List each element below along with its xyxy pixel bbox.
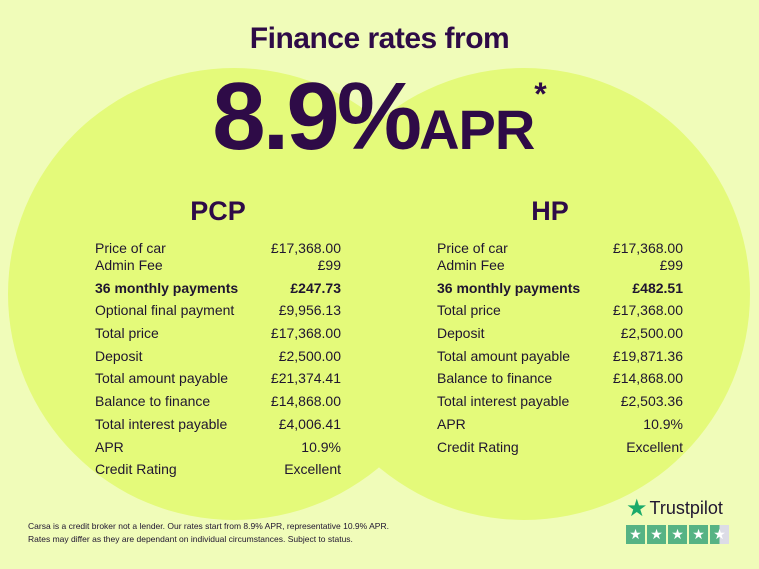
rate-unit: APR — [419, 98, 535, 161]
trustpilot-rating: ★ ★ ★ ★ ★ — [626, 525, 730, 544]
disclaimer-line: Rates may differ as they are dependant o… — [28, 534, 353, 544]
rating-star-icon: ★ — [647, 525, 666, 544]
row-label: Credit Rating — [437, 438, 519, 455]
table-row: Price of car £17,368.00 — [95, 239, 341, 256]
row-label: 36 monthly payments — [95, 279, 239, 296]
table-row: Optional final payment £9,956.13 — [95, 301, 341, 324]
row-label: Deposit — [95, 347, 143, 364]
hp-title: HP — [531, 196, 569, 226]
row-label: Price of car — [95, 240, 166, 256]
table-row: Credit Rating Excellent — [95, 460, 341, 483]
row-value: £14,868.00 — [612, 370, 683, 387]
row-label: Admin Fee — [437, 257, 505, 273]
hp-table: Price of car £17,368.00 Admin Fee £99 36 mon… — [437, 239, 683, 460]
rate-asterisk: * — [534, 76, 547, 112]
row-label: Total amount payable — [437, 347, 571, 364]
table-row: Price of car £17,368.00 — [437, 239, 683, 256]
row-value: Excellent — [626, 438, 683, 455]
row-label: Total price — [95, 325, 159, 342]
row-label: APR — [95, 438, 124, 455]
row-label: Balance to finance — [95, 393, 211, 410]
table-row: APR 10.9% — [437, 415, 683, 438]
table-row: 36 monthly payments £247.73 — [95, 279, 341, 302]
row-value: £17,368.00 — [270, 240, 341, 256]
table-row: Total interest payable £2,503.36 — [437, 392, 683, 415]
trustpilot-label: Trustpilot — [649, 498, 723, 518]
table-row: Balance to finance £14,868.00 — [95, 392, 341, 415]
row-value: £99 — [659, 257, 683, 273]
headline-rate: 8.9%APR* — [0, 62, 759, 172]
pcp-table: Price of car £17,368.00 Admin Fee £99 36 mon… — [95, 239, 341, 483]
headline: Finance rates from — [249, 22, 510, 55]
row-value: £2,500.00 — [278, 347, 341, 364]
table-row: Admin Fee £99 — [437, 256, 683, 279]
row-label: Total interest payable — [437, 393, 570, 410]
row-value: £482.51 — [632, 279, 683, 296]
table-row: Admin Fee £99 — [95, 256, 341, 279]
table-row: Total price £17,368.00 — [95, 324, 341, 347]
row-value: £21,374.41 — [270, 370, 341, 387]
row-value: £4,006.41 — [278, 415, 341, 432]
row-value: £2,503.36 — [620, 393, 683, 410]
table-row: Total amount payable £21,374.41 — [95, 369, 341, 392]
row-value: £19,871.36 — [612, 347, 683, 364]
star-icon: ★ — [626, 495, 648, 522]
table-row: Total amount payable £19,871.36 — [437, 347, 683, 370]
row-value: £17,368.00 — [270, 325, 341, 342]
table-row: Credit Rating Excellent — [437, 438, 683, 461]
row-label: Total price — [437, 302, 501, 319]
rate-value: 8.9% — [212, 63, 422, 170]
table-row: 36 monthly payments £482.51 — [437, 279, 683, 302]
table-row: Total price £17,368.00 — [437, 301, 683, 324]
row-value: 10.9% — [301, 438, 341, 455]
row-value: £247.73 — [290, 279, 341, 296]
row-value: £17,368.00 — [612, 302, 683, 319]
row-label: Deposit — [437, 325, 485, 342]
row-value: Excellent — [284, 461, 341, 478]
row-label: Total amount payable — [95, 370, 229, 387]
row-label: APR — [437, 415, 466, 432]
background-circle-right — [298, 68, 750, 520]
pcp-title: PCP — [190, 196, 246, 226]
rating-star-icon: ★ — [626, 525, 645, 544]
rating-star-icon: ★ — [710, 525, 729, 544]
rating-star-icon: ★ — [689, 525, 708, 544]
table-row: Deposit £2,500.00 — [95, 347, 341, 370]
table-row: Balance to finance £14,868.00 — [437, 369, 683, 392]
table-row: Total interest payable £4,006.41 — [95, 415, 341, 438]
table-row: APR 10.9% — [95, 438, 341, 461]
table-row: Deposit £2,500.00 — [437, 324, 683, 347]
row-value: 10.9% — [643, 415, 683, 432]
row-value: £9,956.13 — [278, 302, 341, 319]
row-label: Balance to finance — [437, 370, 553, 387]
row-value: £99 — [317, 257, 341, 273]
row-label: 36 monthly payments — [437, 279, 581, 296]
row-label: Optional final payment — [95, 302, 235, 319]
disclaimer-line: Carsa is a credit broker not a lender. O… — [28, 521, 389, 531]
row-label: Price of car — [437, 240, 508, 256]
row-label: Total interest payable — [95, 415, 228, 432]
trustpilot-badge: ★ Trustpilot ★ ★ ★ ★ ★ — [626, 494, 730, 544]
row-value: £2,500.00 — [620, 325, 683, 342]
row-value: £17,368.00 — [612, 240, 683, 256]
row-label: Admin Fee — [95, 257, 163, 273]
disclaimer: Carsa is a credit broker not a lender. O… — [28, 520, 389, 546]
row-label: Credit Rating — [95, 461, 177, 478]
row-value: £14,868.00 — [270, 393, 341, 410]
rating-star-icon: ★ — [668, 525, 687, 544]
